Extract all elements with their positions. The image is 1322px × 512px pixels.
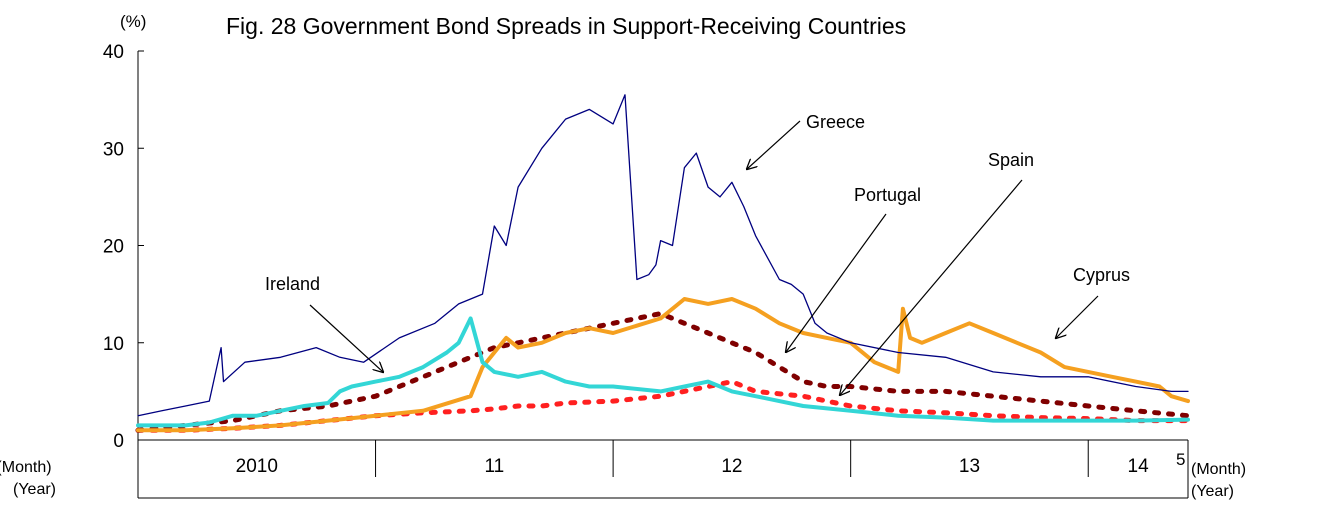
month-end-label: 5 xyxy=(1176,450,1185,469)
series-layer xyxy=(135,94,1191,433)
year-label: 13 xyxy=(959,456,980,477)
y-tick-label: 10 xyxy=(103,334,124,355)
series-cyprus xyxy=(136,297,1190,433)
year-label: 11 xyxy=(484,456,504,477)
year-label: 14 xyxy=(1128,456,1150,477)
annotation-portugal: Portugal xyxy=(786,185,921,352)
y-tick-label: 0 xyxy=(113,431,124,452)
x-axis-label-right: (Month) (Year) xyxy=(1191,461,1251,500)
x-axis-label-left: (Month) (Year) xyxy=(0,459,56,498)
year-label: 12 xyxy=(721,456,742,477)
annotation-greece: Greece xyxy=(747,112,865,169)
y-tick-label: 40 xyxy=(103,42,124,63)
spain-arrow xyxy=(840,179,1023,395)
greece-label: Greece xyxy=(806,112,865,132)
ireland-label: Ireland xyxy=(265,274,320,294)
annotation-cyprus: Cyprus xyxy=(1056,265,1130,338)
y-tick-label: 30 xyxy=(103,139,124,160)
year-dividers xyxy=(137,440,1189,498)
series-greece xyxy=(137,94,1189,417)
portugal-arrow xyxy=(786,213,887,352)
y-tick-label: 20 xyxy=(103,237,124,258)
series-portugal xyxy=(135,311,1191,433)
year-label: 2010 xyxy=(236,456,278,477)
portugal-label: Portugal xyxy=(854,185,921,205)
year-labels: 2010 11 12 13 14 xyxy=(236,456,1149,477)
greece-arrow xyxy=(747,120,801,169)
spain-label: Spain xyxy=(988,150,1034,170)
series-ireland xyxy=(136,316,1190,428)
chart-title: Fig. 28 Government Bond Spreads in Suppo… xyxy=(226,13,906,39)
cyprus-arrow xyxy=(1056,295,1099,338)
ireland-arrow xyxy=(309,304,383,372)
y-axis-unit-label: (%) xyxy=(120,12,146,31)
annotation-spain: Spain xyxy=(840,150,1034,395)
y-axis-ticks: 0 10 20 30 40 xyxy=(103,42,144,452)
annotation-ireland: Ireland xyxy=(265,274,383,372)
cyprus-label: Cyprus xyxy=(1073,265,1130,285)
